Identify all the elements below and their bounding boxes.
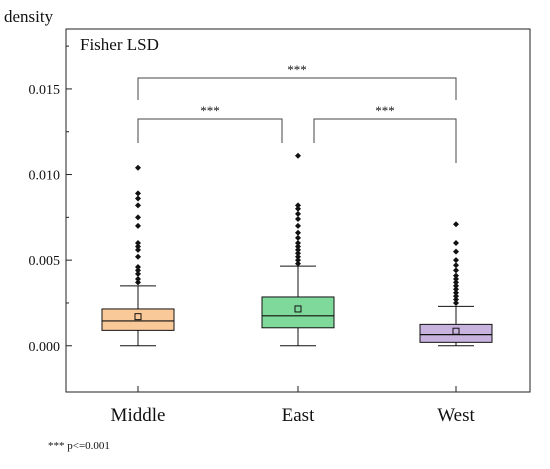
outlier-west-0 <box>453 299 459 306</box>
bracket-east-west: *** <box>313 103 457 163</box>
significance-label-0: *** <box>200 103 220 118</box>
outlier-middle-14 <box>135 164 141 171</box>
y-axis-label: density <box>4 7 54 26</box>
y-tick-label-0: 0.000 <box>29 340 61 355</box>
significance-label-1: *** <box>375 103 395 118</box>
outlier-west-3 <box>453 289 459 296</box>
bracket-middle-west: *** <box>137 62 457 100</box>
outlier-east-1 <box>295 257 301 264</box>
outlier-east-9 <box>295 222 301 229</box>
outlier-middle-4 <box>135 264 141 271</box>
bracket-line-1 <box>313 118 457 163</box>
outlier-west-9 <box>453 267 459 274</box>
outlier-west-1 <box>453 296 459 303</box>
outlier-middle-10 <box>135 214 141 221</box>
outlier-east-4 <box>295 246 301 253</box>
outlier-east-2 <box>295 253 301 260</box>
significance-brackets: *** *** *** <box>137 62 457 163</box>
outlier-middle-2 <box>135 270 141 277</box>
outlier-east-3 <box>295 250 301 257</box>
y-tick-label-2: 0.010 <box>29 169 61 184</box>
outlier-middle-7 <box>135 243 141 250</box>
outlier-middle-13 <box>135 190 141 197</box>
method-label: Fisher LSD <box>80 35 159 54</box>
outlier-west-5 <box>453 282 459 289</box>
outlier-east-14 <box>295 152 301 159</box>
x-axis: Middle East West <box>111 386 475 426</box>
bracket-middle-east: *** <box>137 103 283 143</box>
outlier-west-8 <box>453 272 459 279</box>
bracket-line-0 <box>137 118 283 143</box>
significance-footnote: *** p<=0.001 <box>48 440 110 452</box>
outlier-east-0 <box>295 260 301 267</box>
outlier-west-7 <box>453 275 459 282</box>
outlier-middle-0 <box>135 279 141 286</box>
outlier-east-8 <box>295 229 301 236</box>
outlier-west-12 <box>453 248 459 255</box>
outlier-east-6 <box>295 240 301 247</box>
outlier-middle-6 <box>135 246 141 253</box>
y-tick-label-1: 0.005 <box>29 254 61 269</box>
outlier-middle-1 <box>135 275 141 282</box>
outlier-west-2 <box>453 293 459 300</box>
outlier-west-10 <box>453 262 459 269</box>
box-west <box>419 221 493 347</box>
outlier-middle-5 <box>135 253 141 260</box>
bracket-line-2 <box>137 77 457 100</box>
outlier-west-13 <box>453 240 459 247</box>
iqr-box-west <box>419 323 493 343</box>
outlier-east-11 <box>295 210 301 217</box>
y-tick-label-3: 0.015 <box>29 83 61 98</box>
outlier-east-12 <box>295 205 301 212</box>
outlier-west-11 <box>453 257 459 264</box>
x-tick-label-west: West <box>437 405 475 426</box>
x-tick-label-middle: Middle <box>111 405 166 426</box>
outlier-middle-8 <box>135 240 141 247</box>
outlier-middle-3 <box>135 267 141 274</box>
outlier-east-5 <box>295 243 301 250</box>
outlier-west-6 <box>453 279 459 286</box>
outlier-middle-12 <box>135 195 141 202</box>
box-middle <box>101 164 175 347</box>
mean-marker-east <box>294 305 302 313</box>
significance-label-2: *** <box>287 62 307 77</box>
y-axis: 0.000 0.005 0.010 0.015 <box>29 45 72 355</box>
outlier-east-7 <box>295 234 301 241</box>
box-east <box>261 152 335 347</box>
outlier-east-10 <box>295 216 301 223</box>
outlier-middle-9 <box>135 222 141 229</box>
mean-marker-west <box>452 327 460 335</box>
outlier-middle-11 <box>135 202 141 209</box>
outlier-west-4 <box>453 286 459 293</box>
box-series <box>101 152 493 347</box>
x-tick-label-east: East <box>282 405 315 426</box>
outlier-east-13 <box>295 202 301 209</box>
mean-marker-middle <box>134 313 142 321</box>
outlier-west-14 <box>453 221 459 228</box>
